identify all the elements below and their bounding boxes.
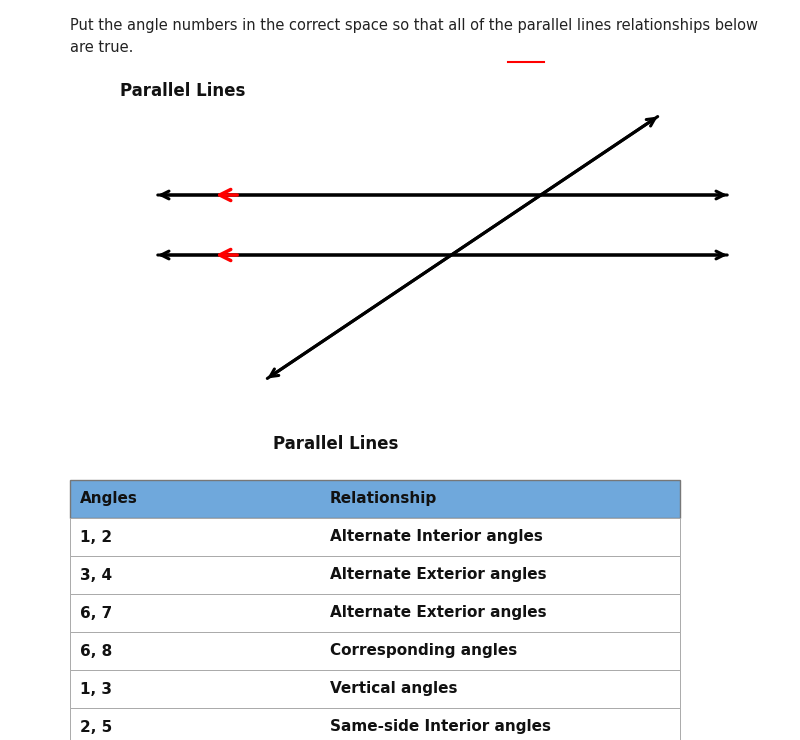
Text: Same-side Interior angles: Same-side Interior angles	[330, 719, 551, 735]
Bar	[70, 556, 680, 594]
Text: 6, 7: 6, 7	[80, 605, 112, 621]
Text: Put the angle numbers in the correct space so that all of the parallel lines rel: Put the angle numbers in the correct spa…	[70, 18, 758, 33]
Text: Alternate Exterior angles: Alternate Exterior angles	[330, 568, 546, 582]
Bar	[70, 632, 680, 670]
Bar	[70, 518, 680, 556]
Bar	[70, 480, 680, 518]
Text: Alternate Exterior angles: Alternate Exterior angles	[330, 605, 546, 621]
Text: Angles: Angles	[80, 491, 138, 506]
Text: 1, 3: 1, 3	[80, 682, 112, 696]
Bar	[70, 594, 680, 632]
Text: Parallel Lines: Parallel Lines	[274, 435, 398, 453]
Text: 2, 5: 2, 5	[80, 719, 112, 735]
Text: 6, 8: 6, 8	[80, 644, 112, 659]
Bar	[70, 708, 680, 740]
Text: Vertical angles: Vertical angles	[330, 682, 458, 696]
Text: Relationship: Relationship	[330, 491, 438, 506]
Bar	[70, 670, 680, 708]
Text: are true.: are true.	[70, 40, 134, 55]
Text: Alternate Interior angles: Alternate Interior angles	[330, 530, 543, 545]
Text: 3, 4: 3, 4	[80, 568, 112, 582]
Text: Corresponding angles: Corresponding angles	[330, 644, 518, 659]
Text: 1, 2: 1, 2	[80, 530, 112, 545]
Text: Parallel Lines: Parallel Lines	[120, 82, 246, 100]
